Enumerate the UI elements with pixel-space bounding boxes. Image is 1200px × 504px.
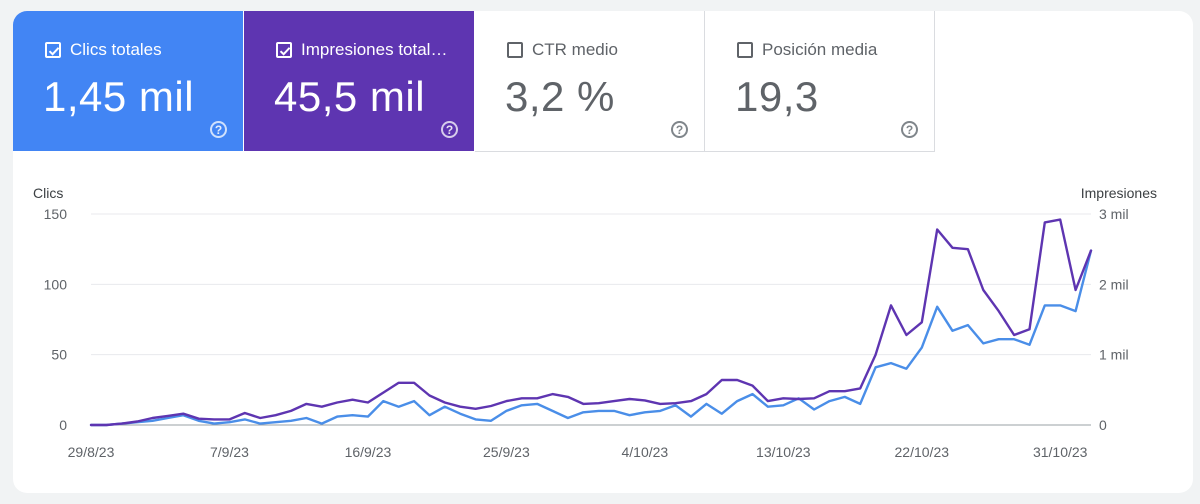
help-icon[interactable]: ? [441, 121, 458, 138]
metric-label: Impresiones total… [301, 40, 448, 59]
x-tick-label: 22/10/23 [895, 444, 950, 460]
y-right-tick-label: 1 mil [1099, 347, 1129, 363]
y-left-axis-title: Clics [33, 185, 63, 201]
x-tick-label: 4/10/23 [621, 444, 668, 460]
metric-header: CTR medio [507, 40, 618, 60]
tick-layer: 0 50 100 150 0 1 mil 2 mil 3 mil 29/8/23 7/9/23 16… [44, 206, 1129, 460]
y-left-tick-label: 100 [44, 276, 68, 292]
performance-panel: Clics totales 1,45 mil ? Impresiones tot… [13, 11, 1193, 493]
grid-layer [91, 213, 1091, 426]
checkbox-unchecked-icon[interactable] [737, 42, 753, 58]
metric-card-average-ctr[interactable]: CTR medio 3,2 % ? [475, 11, 705, 152]
metric-header: Clics totales [45, 40, 162, 60]
y-right-axis-title: Impresiones [1081, 185, 1157, 201]
metric-header: Posición media [737, 40, 877, 60]
metric-value: 19,3 [735, 73, 819, 120]
y-left-tick-label: 50 [51, 347, 67, 363]
performance-chart: Clics Impresiones 0 50 100 150 0 1 mil 2 mil 3 … [33, 185, 1157, 460]
x-tick-label: 13/10/23 [756, 444, 811, 460]
metric-header: Impresiones total… [276, 40, 447, 60]
metric-cards: Clics totales 1,45 mil ? Impresiones tot… [13, 11, 937, 152]
checkbox-unchecked-icon[interactable] [507, 42, 523, 58]
y-right-tick-label: 0 [1099, 417, 1107, 433]
metric-card-total-impressions[interactable]: Impresiones total… 45,5 mil ? [244, 11, 474, 151]
x-tick-label: 7/9/23 [210, 444, 249, 460]
x-tick-label: 29/8/23 [68, 444, 115, 460]
checkbox-checked-icon[interactable] [276, 42, 292, 58]
y-right-tick-label: 3 mil [1099, 206, 1129, 222]
metric-card-total-clicks[interactable]: Clics totales 1,45 mil ? [13, 11, 243, 151]
y-right-tick-label: 2 mil [1099, 276, 1129, 292]
series-layer [89, 218, 1093, 427]
metric-value: 3,2 % [505, 73, 615, 120]
metric-card-average-position[interactable]: Posición media 19,3 ? [705, 11, 935, 152]
x-tick-label: 31/10/23 [1033, 444, 1088, 460]
metric-label: Clics totales [70, 40, 162, 59]
y-left-tick-label: 150 [44, 206, 68, 222]
x-tick-label: 25/9/23 [483, 444, 530, 460]
help-icon[interactable]: ? [901, 121, 918, 138]
clicks-series-line [89, 249, 1093, 427]
metric-value: 1,45 mil [43, 73, 195, 120]
metric-label: Posición media [762, 40, 878, 59]
y-left-tick-label: 0 [59, 417, 67, 433]
help-icon[interactable]: ? [210, 121, 227, 138]
impressions-series-line [89, 218, 1093, 427]
help-icon[interactable]: ? [671, 121, 688, 138]
metric-label: CTR medio [532, 40, 618, 59]
checkbox-checked-icon[interactable] [45, 42, 61, 58]
x-tick-label: 16/9/23 [345, 444, 392, 460]
metric-value: 45,5 mil [274, 73, 426, 120]
